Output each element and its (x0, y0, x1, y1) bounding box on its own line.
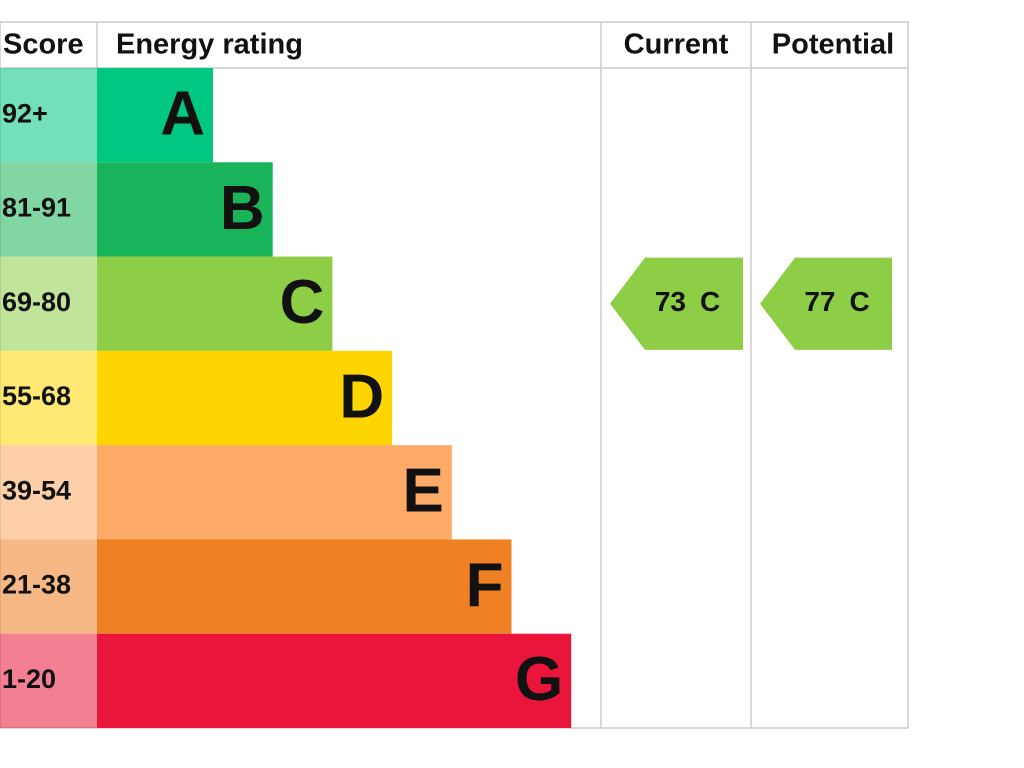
score-range: 39-54 (2, 475, 71, 505)
rating-letter: A (160, 80, 205, 149)
rating-letter: D (339, 362, 384, 431)
score-range: 69-80 (2, 287, 71, 317)
score-cell (0, 162, 97, 257)
score-cell (0, 445, 97, 540)
score-cell (0, 68, 97, 163)
potential-letter: C (850, 286, 870, 317)
score-range: 92+ (2, 98, 48, 128)
score-range: 21-38 (2, 570, 71, 600)
current-score: 73 (655, 286, 686, 317)
potential-score: 77 (804, 286, 835, 317)
rating-bar (97, 633, 572, 728)
rating-letter: G (515, 645, 563, 714)
rating-letter: B (220, 174, 265, 243)
rating-letter: F (466, 551, 504, 620)
rating-bar (97, 68, 213, 163)
rating-bar (97, 256, 333, 351)
rating-letter: E (402, 457, 443, 526)
rating-bar (97, 445, 452, 540)
current-letter: C (700, 286, 720, 317)
score-cell (0, 633, 97, 728)
score-cell (0, 350, 97, 446)
score-range: 81-91 (2, 193, 71, 223)
header-current: Current (624, 29, 729, 61)
rating-bar (97, 350, 393, 446)
score-cell (0, 539, 97, 634)
current-arrow (610, 257, 743, 350)
rating-bar (97, 539, 512, 634)
header-potential: Potential (772, 29, 894, 61)
rating-bar (97, 162, 273, 257)
header-score: Score (3, 29, 84, 61)
score-range: 55-68 (2, 381, 71, 411)
rating-letter: C (280, 268, 325, 337)
potential-arrow (760, 257, 892, 350)
header-rating: Energy rating (116, 29, 303, 61)
score-range: 1-20 (2, 664, 56, 694)
score-cell (0, 256, 97, 351)
